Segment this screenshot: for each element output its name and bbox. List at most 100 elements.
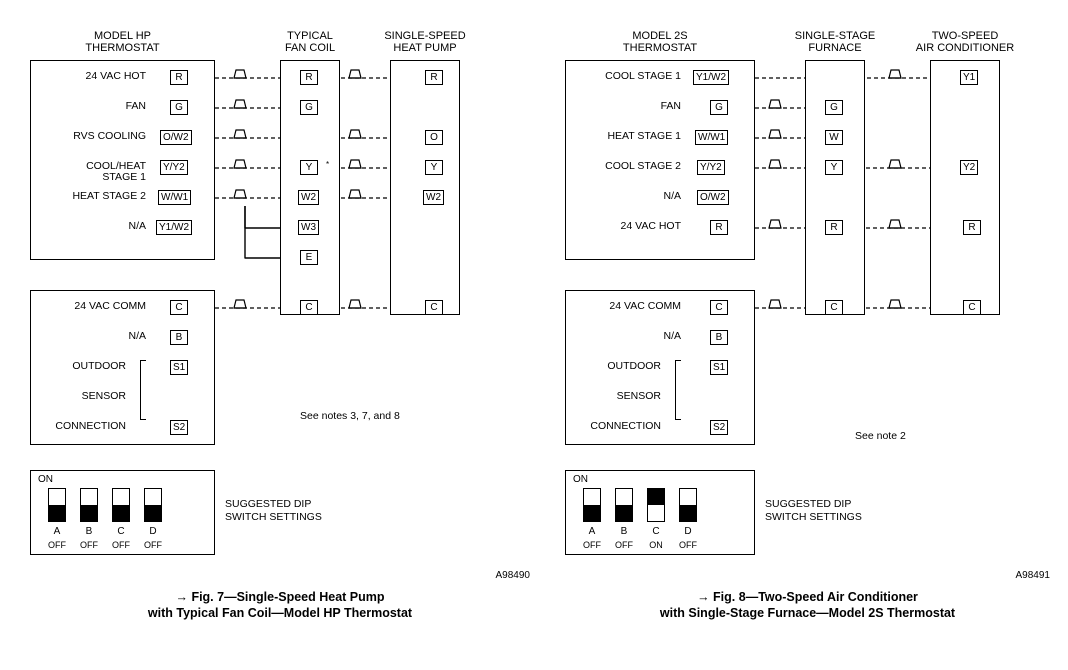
row-label: COOL STAGE 2 (565, 161, 685, 172)
figure-caption: → Fig. 7—Single-Speed Heat Pumpwith Typi… (20, 590, 540, 621)
dip-switch-state: OFF (79, 540, 99, 550)
row-label: N/A (30, 331, 150, 342)
fig7: MODEL HPTHERMOSTAT 24 VAC HOT R FAN G RVS COO… (20, 10, 540, 660)
dip-switch-letter: C (647, 526, 665, 537)
box-title: MODEL 2STHERMOSTAT (565, 30, 755, 54)
terminal: B (170, 330, 188, 345)
dip-switch (615, 488, 633, 522)
terminal: O/W2 (697, 190, 729, 205)
terminal: C (170, 300, 188, 315)
note-text: See notes 3, 7, and 8 (300, 410, 400, 422)
terminal: Y1 (960, 70, 978, 85)
row-label: 24 VAC HOT (30, 71, 150, 82)
dip-switch-state: OFF (111, 540, 131, 550)
terminal: O (425, 130, 443, 145)
hp (390, 60, 460, 315)
row-label: CONNECTION (565, 421, 665, 432)
terminal: W3 (298, 220, 319, 235)
dip-switch-state: OFF (678, 540, 698, 550)
dip-on-label: ON (573, 474, 588, 485)
terminal: R (425, 70, 443, 85)
row-label: COOL STAGE 1 (565, 71, 685, 82)
row-label: SENSOR (30, 391, 130, 402)
bracket (675, 360, 681, 420)
row-label: FAN (30, 101, 150, 112)
dip-switch (144, 488, 162, 522)
ref-number: A98491 (1016, 570, 1050, 581)
note-text: See note 2 (855, 430, 906, 442)
row-label: FAN (565, 101, 685, 112)
terminal: R (710, 220, 728, 235)
dip-switch-state: ON (646, 540, 666, 550)
fig8: MODEL 2STHERMOSTAT COOL STAGE 1 Y1/W2 FAN G H… (555, 10, 1060, 660)
fancoil (280, 60, 340, 315)
terminal: R (825, 220, 843, 235)
box-title: MODEL HPTHERMOSTAT (30, 30, 215, 54)
terminal: S1 (710, 360, 728, 375)
terminal: Y1/W2 (156, 220, 192, 235)
dip-switch-state: OFF (614, 540, 634, 550)
terminal: Y/Y2 (160, 160, 188, 175)
row-label: CONNECTION (30, 421, 130, 432)
row-label: 24 VAC COMM (30, 301, 150, 312)
ref-number: A98490 (496, 570, 530, 581)
row-label: OUTDOOR (30, 361, 130, 372)
terminal: O/W2 (160, 130, 192, 145)
terminal: G (825, 100, 843, 115)
row-label: N/A (30, 221, 150, 232)
dip-switch (647, 488, 665, 522)
terminal: B (710, 330, 728, 345)
terminal: W2 (423, 190, 444, 205)
terminal: R (300, 70, 318, 85)
terminal: Y1/W2 (693, 70, 729, 85)
terminal: C (825, 300, 843, 315)
terminal: Y/Y2 (697, 160, 725, 175)
dip-switch (112, 488, 130, 522)
ac (930, 60, 1000, 315)
terminal: Y (825, 160, 843, 175)
row-label: N/A (565, 191, 685, 202)
row-label: HEAT STAGE 1 (565, 131, 685, 142)
terminal: G (710, 100, 728, 115)
row-label: RVS COOLING (30, 131, 150, 142)
row-label: COOL/HEAT STAGE 1 (30, 161, 150, 183)
terminal: C (963, 300, 981, 315)
box-title: SINGLE-SPEEDHEAT PUMP (375, 30, 475, 54)
dip-switch (48, 488, 66, 522)
dip-on-label: ON (38, 474, 53, 485)
row-label: 24 VAC COMM (565, 301, 685, 312)
terminal: R (963, 220, 981, 235)
box-title: SINGLE-STAGEFURNACE (785, 30, 885, 54)
terminal: E (300, 250, 318, 265)
dip-switch (583, 488, 601, 522)
terminal: C (425, 300, 443, 315)
row-label: N/A (565, 331, 685, 342)
terminal: Y (425, 160, 443, 175)
row-label: 24 VAC HOT (565, 221, 685, 232)
bracket (140, 360, 146, 420)
dip-switch-letter: B (80, 526, 98, 537)
terminal: W (825, 130, 843, 145)
row-label: HEAT STAGE 2 (30, 191, 150, 202)
dip-switch-letter: A (583, 526, 601, 537)
dip-switch-letter: D (144, 526, 162, 537)
terminal: C (300, 300, 318, 315)
dip-switch-letter: C (112, 526, 130, 537)
row-label: SENSOR (565, 391, 665, 402)
terminal: S2 (710, 420, 728, 435)
terminal: C (710, 300, 728, 315)
dip-switch-state: OFF (582, 540, 602, 550)
terminal: S2 (170, 420, 188, 435)
dip-switch-state: OFF (143, 540, 163, 550)
dip-switch-letter: D (679, 526, 697, 537)
row-label: OUTDOOR (565, 361, 665, 372)
asterisk: * (326, 160, 329, 169)
terminal: W2 (298, 190, 319, 205)
box-title: TWO-SPEEDAIR CONDITIONER (905, 30, 1025, 54)
dip-caption: SUGGESTED DIPSWITCH SETTINGS (765, 498, 862, 523)
terminal: Y2 (960, 160, 978, 175)
terminal: G (300, 100, 318, 115)
dip-switch-letter: A (48, 526, 66, 537)
dip-switch (679, 488, 697, 522)
furnace (805, 60, 865, 315)
